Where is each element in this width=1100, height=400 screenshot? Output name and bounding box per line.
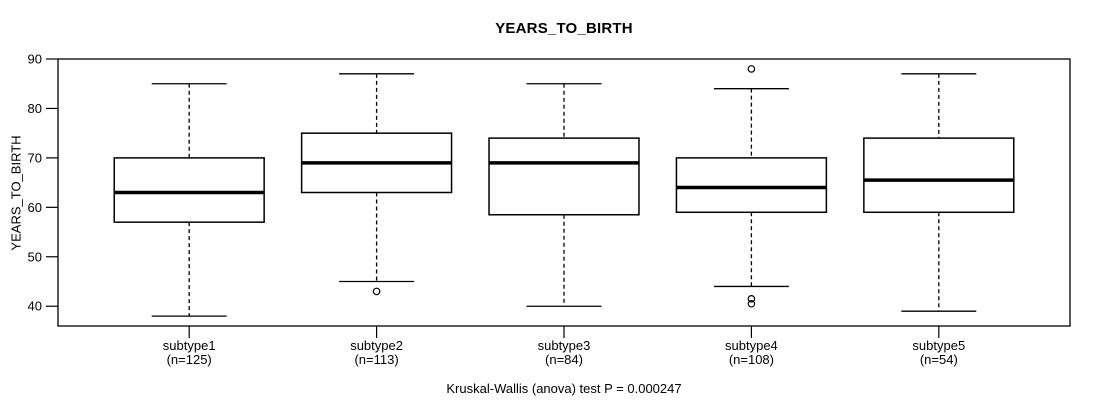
iqr-box xyxy=(675,157,828,214)
group-n-label: (n=113) xyxy=(354,352,398,367)
outlier-point xyxy=(747,295,756,303)
iqr-box xyxy=(113,157,265,223)
y-tick-label: 80 xyxy=(28,101,42,116)
y-tick-label: 70 xyxy=(28,150,42,165)
group-label: subtype2 xyxy=(350,338,403,353)
y-tick-label: 50 xyxy=(28,249,42,264)
outlier-point xyxy=(372,287,381,296)
group-n-label: (n=84) xyxy=(545,352,583,367)
y-tick-label: 90 xyxy=(28,52,42,67)
outlier-point xyxy=(747,299,756,308)
group-label: subtype4 xyxy=(725,338,778,353)
outlier-point xyxy=(747,65,756,73)
group-n-label: (n=54) xyxy=(920,352,958,367)
group-label: subtype5 xyxy=(912,338,965,353)
y-tick-label: 40 xyxy=(28,299,42,314)
chart-title: YEARS_TO_BIRTH xyxy=(495,20,633,37)
group-label: subtype3 xyxy=(538,338,591,353)
group-label: subtype1 xyxy=(163,338,216,353)
iqr-box xyxy=(863,137,1015,214)
group-n-label: (n=108) xyxy=(729,352,774,367)
stat-test-caption: Kruskal-Wallis (anova) test P = 0.000247 xyxy=(446,381,682,396)
iqr-box xyxy=(488,137,640,216)
y-tick-label: 60 xyxy=(28,200,42,215)
group-n-label: (n=125) xyxy=(167,352,212,367)
